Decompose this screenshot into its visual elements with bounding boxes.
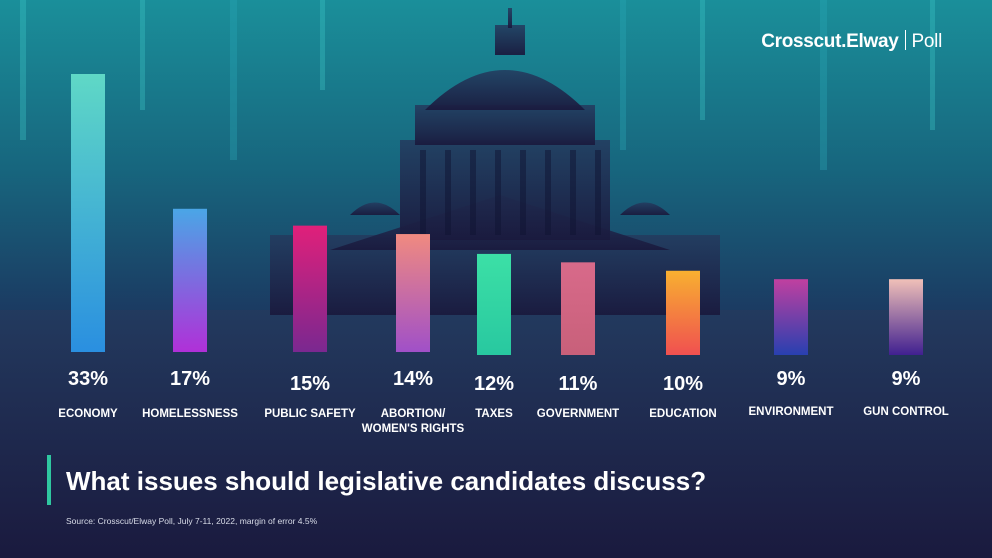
category-label: ENVIRONMENT xyxy=(748,406,834,418)
bar-8 xyxy=(889,279,923,355)
category-label: ECONOMY xyxy=(58,408,118,420)
category-label: HOMELESSNESS xyxy=(142,408,238,420)
bar-6 xyxy=(666,270,700,355)
value-label: 15% xyxy=(289,373,331,395)
bar-2 xyxy=(293,225,327,352)
bar-4 xyxy=(477,253,511,355)
bar-1 xyxy=(173,208,207,352)
category-label: GUN CONTROL xyxy=(863,406,949,418)
bar-5 xyxy=(561,262,595,355)
bar-7 xyxy=(774,279,808,355)
category-label: EDUCATION xyxy=(649,408,717,420)
value-label: 9% xyxy=(891,368,921,390)
value-label: 14% xyxy=(392,368,434,390)
bar-0 xyxy=(71,74,105,352)
category-label: TAXES xyxy=(475,408,513,420)
value-label: 12% xyxy=(473,373,515,395)
category-label: GOVERNMENT xyxy=(536,408,620,420)
value-label: 11% xyxy=(558,373,598,395)
value-label: 17% xyxy=(169,368,211,390)
source-note: Source: Crosscut/Elway Poll, July 7-11, … xyxy=(66,516,318,526)
value-label: 10% xyxy=(662,373,704,395)
value-label: 33% xyxy=(67,368,109,390)
category-label: PUBLIC SAFETY xyxy=(264,408,356,420)
chart-title: What issues should legislative candidate… xyxy=(66,466,707,496)
value-label: 9% xyxy=(776,368,806,390)
bar-3 xyxy=(396,234,430,352)
brand-logo: Crosscut.Elway Poll xyxy=(761,30,942,52)
category-label: ABORTION/ WOMEN'S RIGHTS xyxy=(361,408,465,435)
title-accent-bar xyxy=(47,455,51,505)
